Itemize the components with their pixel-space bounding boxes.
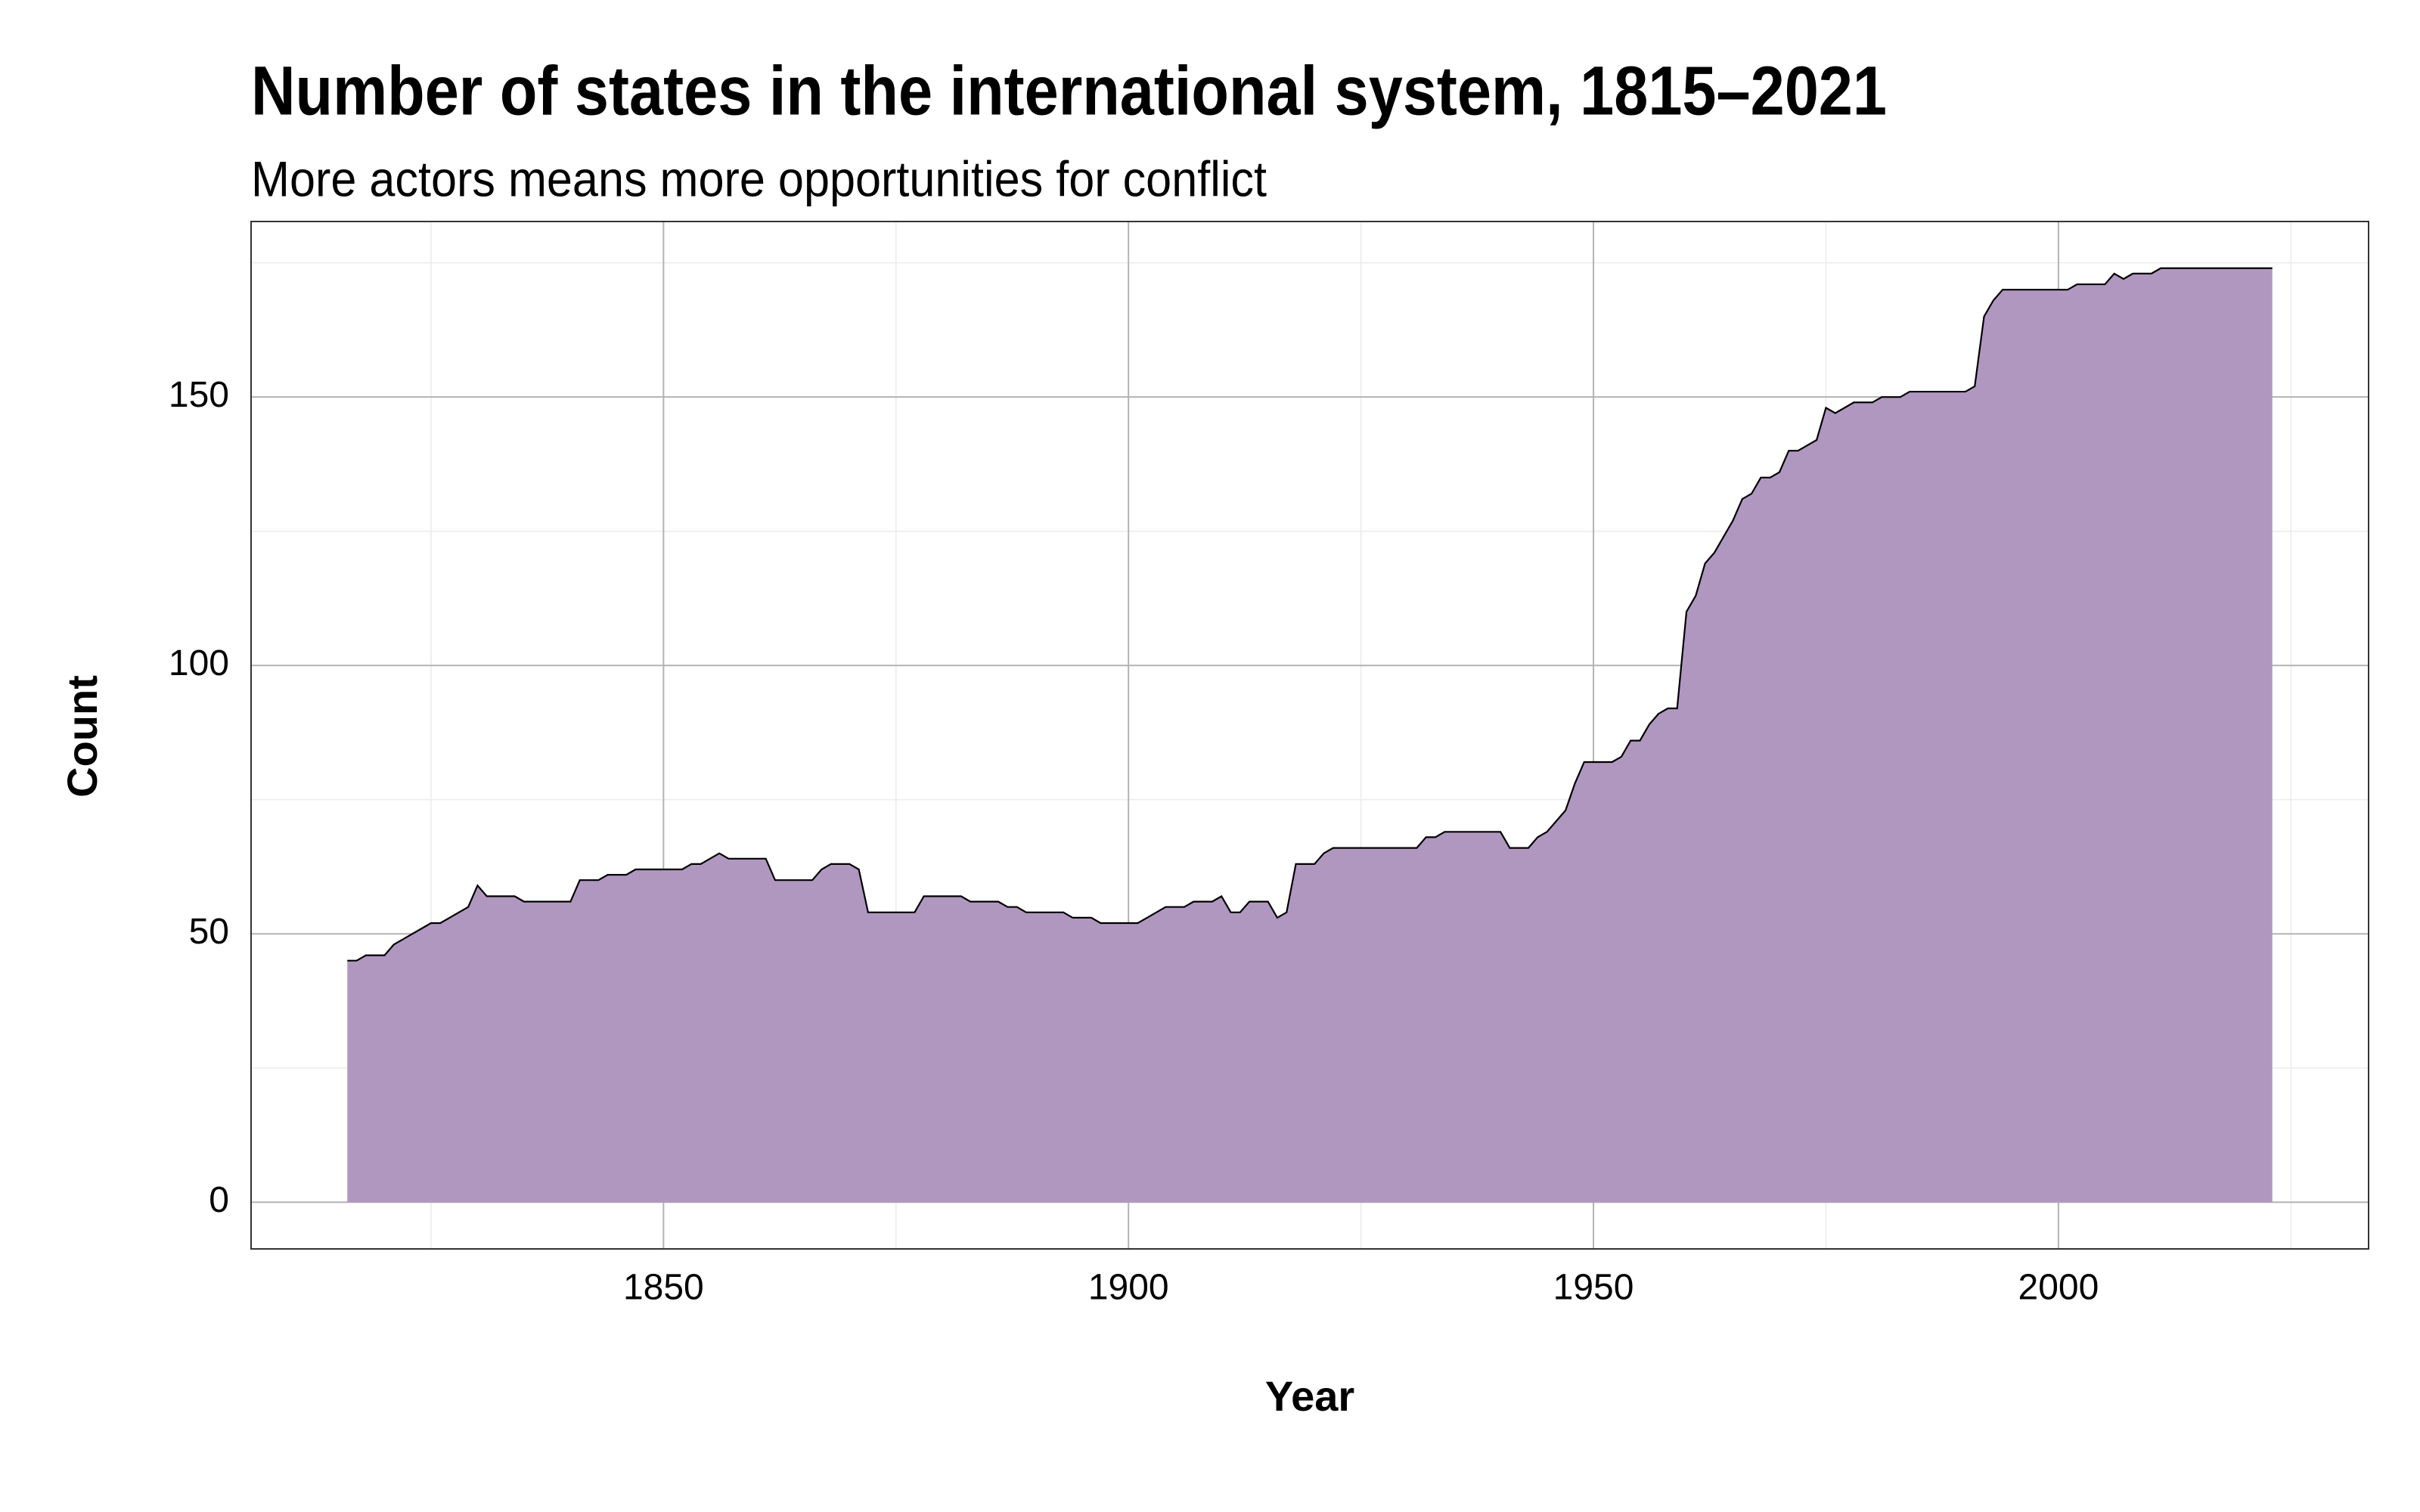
x-tick-label: 1950: [1553, 1268, 1634, 1308]
y-tick-label: 100: [169, 643, 229, 683]
x-axis-label: Year: [1265, 1372, 1354, 1420]
area: [347, 268, 2273, 1203]
y-axis-label: Count: [58, 675, 106, 798]
x-tick-label: 2000: [2018, 1268, 2099, 1308]
line: [347, 267, 2273, 962]
y-tick-label: 150: [169, 375, 229, 415]
chart-title: Number of states in the international sy…: [251, 52, 1887, 129]
x-tick-label: 1850: [623, 1268, 704, 1308]
chart-subtitle: More actors means more opportunities for…: [251, 150, 1267, 206]
panel-border: [250, 221, 2369, 1250]
x-tick-label: 1900: [1088, 1268, 1169, 1308]
y-tick-label: 0: [209, 1180, 229, 1220]
y-tick-label: 50: [189, 912, 229, 952]
